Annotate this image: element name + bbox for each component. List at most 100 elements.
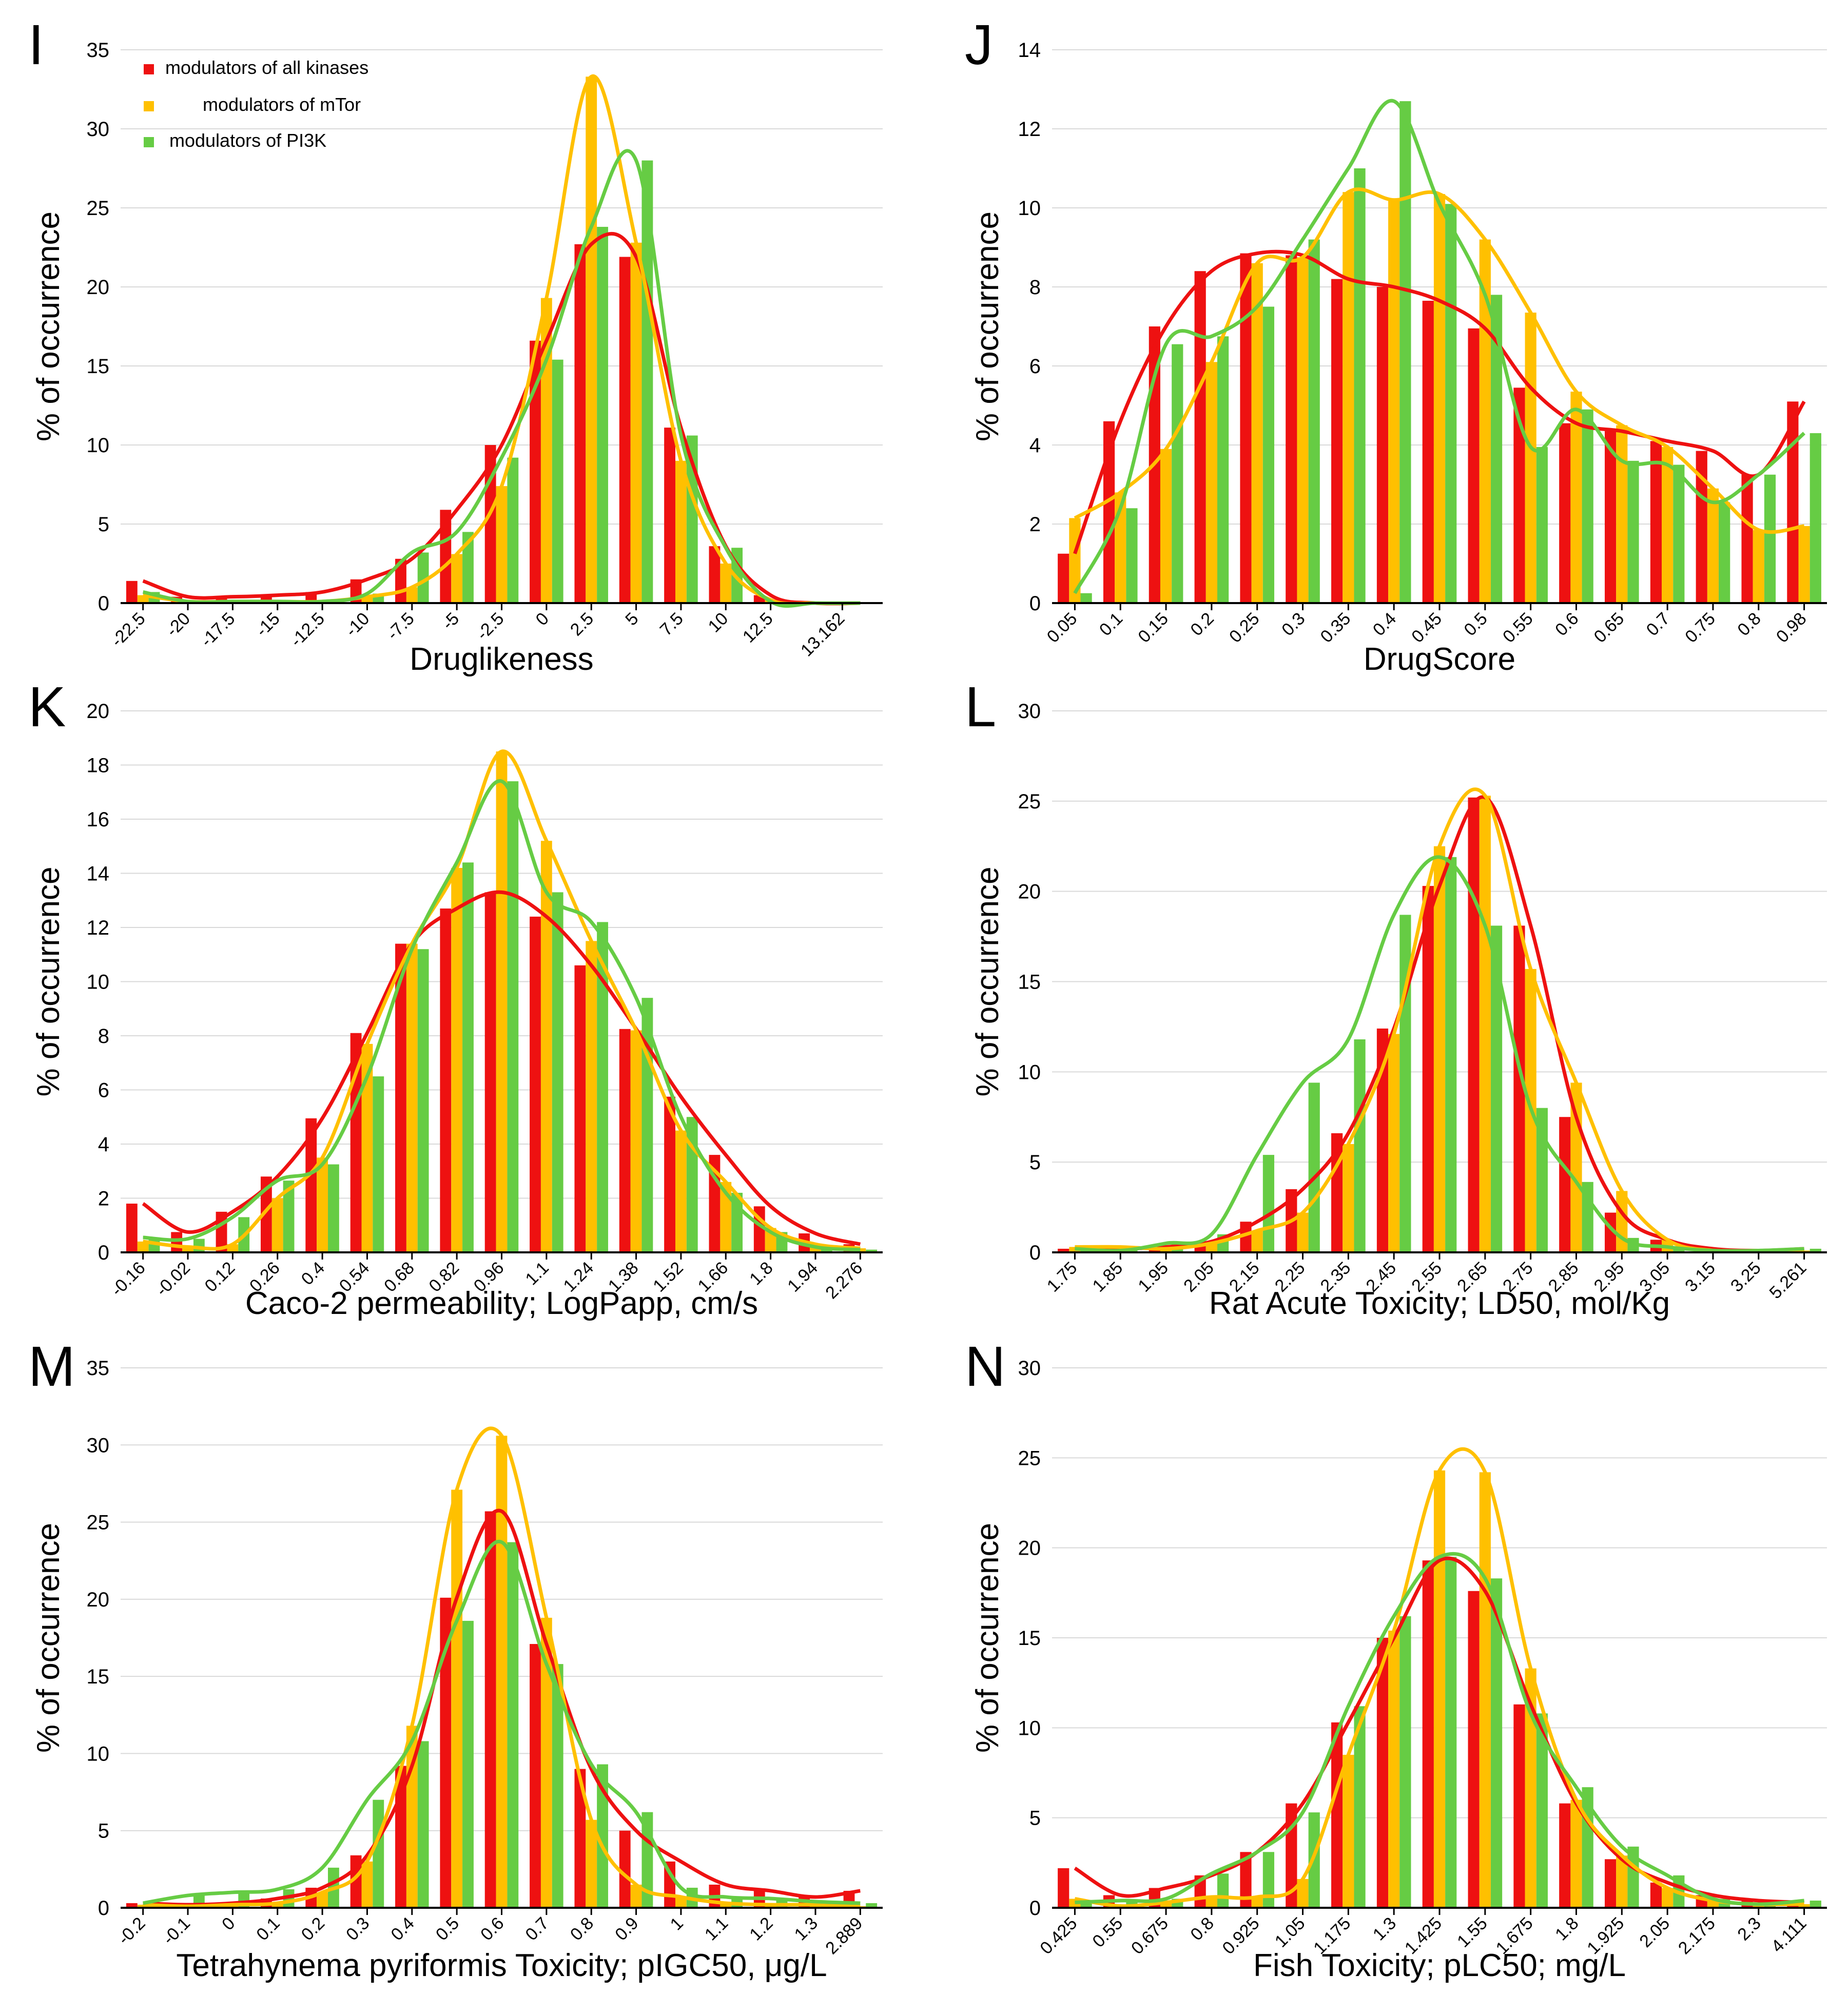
bar bbox=[866, 1249, 878, 1252]
y-tick-label: 5 bbox=[1029, 1807, 1041, 1830]
bar bbox=[1787, 401, 1799, 603]
trend-line bbox=[143, 749, 861, 1251]
bar bbox=[462, 862, 474, 1252]
x-tick-label: 2.3 bbox=[1734, 1913, 1764, 1944]
bar bbox=[1650, 1882, 1662, 1908]
bar bbox=[1262, 306, 1275, 603]
bar bbox=[1490, 925, 1503, 1252]
bar bbox=[440, 1597, 452, 1908]
legend-label: modulators of all kinases bbox=[165, 57, 368, 78]
bar bbox=[1479, 796, 1491, 1252]
x-tick-label: 1.85 bbox=[1089, 1258, 1127, 1296]
bar bbox=[1764, 474, 1776, 603]
bar bbox=[1536, 1713, 1548, 1908]
x-tick-label: 0.05 bbox=[1043, 609, 1081, 647]
bar bbox=[1490, 295, 1503, 603]
x-axis-title: Tetrahynema pyriformis Toxicity; pIGC50,… bbox=[176, 1948, 827, 1983]
bar bbox=[1343, 1754, 1354, 1908]
x-tick-label: 1.3 bbox=[1369, 1913, 1400, 1944]
y-tick-label: 20 bbox=[87, 276, 110, 299]
bar bbox=[709, 546, 721, 603]
y-axis-title: % of occurrence bbox=[970, 1523, 1005, 1753]
bar bbox=[1399, 101, 1411, 604]
legend-swatch bbox=[144, 64, 154, 74]
y-tick-label: 4 bbox=[98, 1133, 109, 1156]
x-tick-label: 0.3 bbox=[342, 1913, 373, 1944]
x-tick-label: 5 bbox=[621, 609, 642, 629]
x-tick-label: 1.75 bbox=[1043, 1258, 1081, 1296]
y-tick-label: 5 bbox=[1029, 1151, 1041, 1174]
x-axis-title: Caco-2 permeability; LogPapp, cm/s bbox=[245, 1286, 758, 1321]
bar bbox=[328, 1164, 339, 1252]
legend-item: modulators of all kinases bbox=[144, 57, 368, 78]
bar bbox=[1286, 255, 1297, 603]
bar bbox=[1513, 925, 1525, 1252]
bar bbox=[1343, 192, 1354, 603]
bar bbox=[440, 908, 452, 1252]
x-tick-label: 2.5 bbox=[567, 609, 597, 640]
x-tick-label: 0.6 bbox=[1551, 609, 1582, 640]
bar bbox=[440, 510, 452, 603]
bar bbox=[641, 160, 653, 604]
bar bbox=[271, 1198, 283, 1252]
bar bbox=[1536, 447, 1548, 603]
x-tick-label: 0.55 bbox=[1089, 1913, 1127, 1951]
bar bbox=[417, 552, 429, 603]
x-tick-label: 0.75 bbox=[1681, 609, 1719, 647]
bar bbox=[586, 941, 597, 1253]
x-tick-label: 12.5 bbox=[739, 609, 777, 647]
bar bbox=[664, 428, 675, 603]
bar bbox=[1069, 518, 1081, 603]
legend-item: modulators of PI3K bbox=[144, 130, 326, 151]
bar bbox=[1559, 1803, 1571, 1908]
bar bbox=[1696, 451, 1707, 603]
bar bbox=[1433, 846, 1446, 1252]
trend-line bbox=[143, 1508, 861, 1907]
bar bbox=[1650, 441, 1662, 603]
bar bbox=[182, 1247, 193, 1252]
bar bbox=[1468, 797, 1480, 1252]
x-tick-label: 10 bbox=[705, 609, 732, 636]
y-tick-label: 0 bbox=[1029, 1242, 1041, 1264]
bar bbox=[1080, 1902, 1092, 1908]
bar bbox=[1559, 423, 1571, 603]
bar bbox=[373, 1076, 384, 1253]
trend-line bbox=[143, 779, 861, 1252]
y-tick-label: 15 bbox=[87, 1666, 110, 1688]
panel-letter: J bbox=[965, 13, 993, 76]
bar bbox=[1297, 257, 1309, 603]
y-tick-label: 4 bbox=[1029, 434, 1041, 457]
bar bbox=[451, 867, 463, 1252]
bar bbox=[1217, 1873, 1229, 1908]
bar bbox=[1673, 464, 1685, 603]
x-tick-label: 1.3 bbox=[791, 1913, 822, 1944]
x-tick-label: 1.8 bbox=[746, 1258, 776, 1289]
bar bbox=[271, 1903, 283, 1908]
y-tick-label: 0 bbox=[1029, 1897, 1041, 1920]
bar bbox=[373, 1799, 384, 1908]
bar bbox=[540, 1617, 552, 1908]
bar bbox=[1525, 313, 1536, 603]
x-tick-label: -0.1 bbox=[159, 1913, 194, 1948]
y-tick-label: 20 bbox=[87, 1589, 110, 1611]
bar bbox=[484, 1511, 496, 1908]
bar bbox=[1513, 1704, 1525, 1908]
x-axis-title: Rat Acute Toxicity; LD50, mol/Kg bbox=[1209, 1286, 1670, 1321]
panel-M: M 0 5 10 15 20 25 30 35 -0.2 -0.1 0 0.1 0.2 0.3 0.4 0.5 0… bbox=[28, 1335, 883, 1983]
bar bbox=[361, 1043, 373, 1252]
bar bbox=[1445, 857, 1457, 1252]
y-tick-label: 30 bbox=[1018, 1357, 1041, 1380]
bar bbox=[586, 76, 597, 604]
x-tick-label: 0.25 bbox=[1225, 609, 1263, 647]
y-tick-label: 2 bbox=[98, 1188, 109, 1210]
bar bbox=[630, 1030, 642, 1252]
bar bbox=[1172, 344, 1183, 603]
bar bbox=[552, 892, 563, 1252]
bar bbox=[1262, 1852, 1275, 1908]
bar bbox=[1559, 1117, 1571, 1252]
x-tick-label: 1.55 bbox=[1453, 1913, 1491, 1951]
bar bbox=[597, 922, 608, 1252]
